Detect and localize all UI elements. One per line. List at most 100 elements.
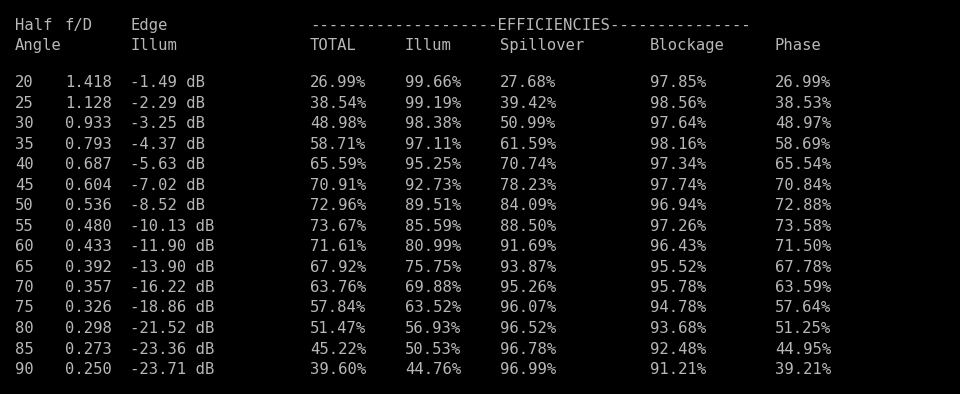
Text: 0.687: 0.687 [65, 157, 112, 172]
Text: Phase: Phase [775, 38, 822, 53]
Text: 98.56%: 98.56% [650, 95, 707, 110]
Text: 56.93%: 56.93% [405, 321, 461, 336]
Text: -18.86 dB: -18.86 dB [130, 301, 214, 316]
Text: 63.59%: 63.59% [775, 280, 831, 295]
Text: 38.54%: 38.54% [310, 95, 367, 110]
Text: 72.88%: 72.88% [775, 198, 831, 213]
Text: 50: 50 [15, 198, 34, 213]
Text: Blockage: Blockage [650, 38, 725, 53]
Text: 39.42%: 39.42% [500, 95, 556, 110]
Text: 96.52%: 96.52% [500, 321, 556, 336]
Text: 0.480: 0.480 [65, 219, 112, 234]
Text: Spillover: Spillover [500, 38, 585, 53]
Text: 20: 20 [15, 75, 34, 90]
Text: 93.68%: 93.68% [650, 321, 707, 336]
Text: 85.59%: 85.59% [405, 219, 461, 234]
Text: 50.99%: 50.99% [500, 116, 556, 131]
Text: 91.21%: 91.21% [650, 362, 707, 377]
Text: 96.07%: 96.07% [500, 301, 556, 316]
Text: 65.54%: 65.54% [775, 157, 831, 172]
Text: -1.49 dB: -1.49 dB [130, 75, 205, 90]
Text: 96.78%: 96.78% [500, 342, 556, 357]
Text: 95.78%: 95.78% [650, 280, 707, 295]
Text: -11.90 dB: -11.90 dB [130, 239, 214, 254]
Text: 0.298: 0.298 [65, 321, 112, 336]
Text: 94.78%: 94.78% [650, 301, 707, 316]
Text: 96.99%: 96.99% [500, 362, 556, 377]
Text: 67.92%: 67.92% [310, 260, 367, 275]
Text: 99.19%: 99.19% [405, 95, 461, 110]
Text: -23.71 dB: -23.71 dB [130, 362, 214, 377]
Text: TOTAL: TOTAL [310, 38, 357, 53]
Text: 1.128: 1.128 [65, 95, 112, 110]
Text: 70.74%: 70.74% [500, 157, 556, 172]
Text: 70.84%: 70.84% [775, 178, 831, 193]
Text: 88.50%: 88.50% [500, 219, 556, 234]
Text: 92.48%: 92.48% [650, 342, 707, 357]
Text: 96.94%: 96.94% [650, 198, 707, 213]
Text: 26.99%: 26.99% [775, 75, 831, 90]
Text: 75: 75 [15, 301, 34, 316]
Text: 57.84%: 57.84% [310, 301, 367, 316]
Text: -3.25 dB: -3.25 dB [130, 116, 205, 131]
Text: 98.38%: 98.38% [405, 116, 461, 131]
Text: 0.536: 0.536 [65, 198, 112, 213]
Text: 78.23%: 78.23% [500, 178, 556, 193]
Text: 70.91%: 70.91% [310, 178, 367, 193]
Text: 91.69%: 91.69% [500, 239, 556, 254]
Text: 63.76%: 63.76% [310, 280, 367, 295]
Text: 72.96%: 72.96% [310, 198, 367, 213]
Text: --------------------EFFICIENCIES---------------: --------------------EFFICIENCIES--------… [310, 18, 751, 33]
Text: 0.250: 0.250 [65, 362, 112, 377]
Text: 51.47%: 51.47% [310, 321, 367, 336]
Text: 93.87%: 93.87% [500, 260, 556, 275]
Text: 70: 70 [15, 280, 34, 295]
Text: Half: Half [15, 18, 53, 33]
Text: Edge: Edge [130, 18, 167, 33]
Text: 25: 25 [15, 95, 34, 110]
Text: 60: 60 [15, 239, 34, 254]
Text: 0.392: 0.392 [65, 260, 112, 275]
Text: 0.604: 0.604 [65, 178, 112, 193]
Text: 45.22%: 45.22% [310, 342, 367, 357]
Text: 71.61%: 71.61% [310, 239, 367, 254]
Text: 97.26%: 97.26% [650, 219, 707, 234]
Text: 67.78%: 67.78% [775, 260, 831, 275]
Text: f/D: f/D [65, 18, 93, 33]
Text: 27.68%: 27.68% [500, 75, 556, 90]
Text: 65.59%: 65.59% [310, 157, 367, 172]
Text: -4.37 dB: -4.37 dB [130, 136, 205, 152]
Text: 95.52%: 95.52% [650, 260, 707, 275]
Text: 95.26%: 95.26% [500, 280, 556, 295]
Text: Angle: Angle [15, 38, 61, 53]
Text: -16.22 dB: -16.22 dB [130, 280, 214, 295]
Text: 35: 35 [15, 136, 34, 152]
Text: 0.933: 0.933 [65, 116, 112, 131]
Text: 44.95%: 44.95% [775, 342, 831, 357]
Text: 30: 30 [15, 116, 34, 131]
Text: -13.90 dB: -13.90 dB [130, 260, 214, 275]
Text: 80: 80 [15, 321, 34, 336]
Text: 55: 55 [15, 219, 34, 234]
Text: 98.16%: 98.16% [650, 136, 707, 152]
Text: 0.433: 0.433 [65, 239, 112, 254]
Text: 99.66%: 99.66% [405, 75, 461, 90]
Text: 0.357: 0.357 [65, 280, 112, 295]
Text: 38.53%: 38.53% [775, 95, 831, 110]
Text: 0.273: 0.273 [65, 342, 112, 357]
Text: 89.51%: 89.51% [405, 198, 461, 213]
Text: 97.85%: 97.85% [650, 75, 707, 90]
Text: Illum: Illum [130, 38, 177, 53]
Text: 39.60%: 39.60% [310, 362, 367, 377]
Text: 61.59%: 61.59% [500, 136, 556, 152]
Text: 73.58%: 73.58% [775, 219, 831, 234]
Text: 73.67%: 73.67% [310, 219, 367, 234]
Text: -5.63 dB: -5.63 dB [130, 157, 205, 172]
Text: -21.52 dB: -21.52 dB [130, 321, 214, 336]
Text: 0.326: 0.326 [65, 301, 112, 316]
Text: -2.29 dB: -2.29 dB [130, 95, 205, 110]
Text: 65: 65 [15, 260, 34, 275]
Text: 45: 45 [15, 178, 34, 193]
Text: 48.97%: 48.97% [775, 116, 831, 131]
Text: 96.43%: 96.43% [650, 239, 707, 254]
